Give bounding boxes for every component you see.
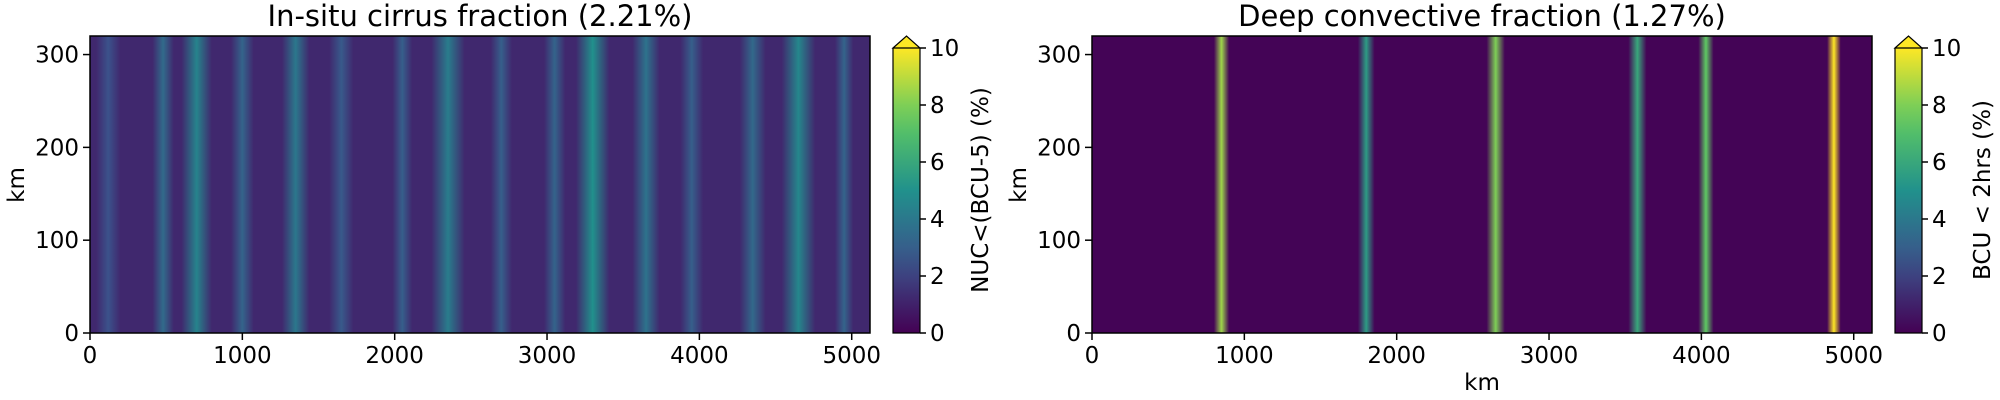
heatmap-band [543,36,566,333]
heatmap-band [1628,36,1647,333]
colorbar-tick-label: 2 [930,264,945,290]
x-tick-label: 1000 [213,343,272,369]
heatmap-band [1357,36,1375,333]
heatmap-band [575,36,610,333]
x-axis: 0 1000 2000 3000 4000 5000 [83,333,881,369]
plot-frame [1091,35,1873,334]
y-tick-label: 0 [64,321,79,347]
y-tick-label: 0 [1066,321,1081,347]
heatmap-band [1827,36,1841,333]
plot-frame [89,35,871,334]
heatmap-band [632,36,660,333]
x-axis: 0 1000 2000 3000 4000 5000 [1085,333,1883,369]
colorbar-frame [1894,48,1923,334]
heatmap-band [329,36,354,333]
y-tick-label: 200 [1037,135,1081,161]
x-tick-label: 0 [83,343,98,369]
heatmap-band [96,36,121,333]
heatmap-band [1486,36,1505,333]
colorbar-frame [892,48,921,334]
chart-title: In-situ cirrus fraction (2.21%) [268,0,693,33]
x-tick-label: 1000 [1215,343,1274,369]
chart-cirrus: In-situ cirrus fraction (2.21%) 0 1000 200… [4,0,994,369]
x-tick-label: 3000 [518,343,577,369]
heatmap-background [1092,36,1872,333]
colorbar-tick-label: 4 [1932,207,1947,233]
chart-convective: Deep convective fraction (1.27%) 0 1000 20… [1006,0,1996,396]
heatmap-band [392,36,413,333]
chart-title: Deep convective fraction (1.27%) [1238,0,1726,33]
colorbar-extend-arrow [1893,35,1924,49]
x-tick-label: 2000 [365,343,424,369]
colorbar-tick-label: 0 [930,321,945,347]
colorbar-tick-label: 0 [1932,321,1947,347]
heatmap-band [680,36,704,333]
heatmap-plot-area [90,36,870,333]
y-tick-label: 200 [35,135,79,161]
y-axis-label: km [1006,167,1032,203]
colorbar-tick-label: 10 [1932,36,1961,62]
y-axis: 0 100 200 300 [35,43,90,347]
y-tick-label: 100 [1037,228,1081,254]
heatmap-band [152,36,174,333]
y-tick-label: 300 [1037,43,1081,69]
colorbar-label: NUC<(BCU-5) (%) [968,87,994,293]
y-axis: 0 100 200 300 [1037,43,1092,347]
x-tick-label: 4000 [670,343,729,369]
heatmap-band [181,36,212,333]
colorbar-tick-label: 4 [930,207,945,233]
colorbar-tick-label: 8 [1932,93,1947,119]
colorbar: 0 2 4 6 8 10 [891,35,959,347]
heatmap-band [1213,36,1230,333]
colorbar-tick-label: 8 [930,93,945,119]
x-tick-label: 5000 [1824,343,1883,369]
heatmap-band [281,36,310,333]
x-tick-label: 4000 [1672,343,1731,369]
heatmap-band [431,36,465,333]
y-axis-label: km [4,167,30,203]
x-tick-label: 3000 [1520,343,1579,369]
colorbar-label: BCU < 2hrs (%) [1970,100,1996,280]
y-tick-label: 300 [35,43,79,69]
heatmap-band [1698,36,1714,333]
heatmap-band [739,36,766,333]
colorbar-tick-label: 2 [1932,264,1947,290]
heatmap-band [230,36,254,333]
colorbar-gradient [893,48,920,333]
colorbar-tick-label: 6 [1932,150,1947,176]
heatmap-band [834,36,854,333]
colorbar-extend-arrow [891,35,922,49]
x-axis-label: km [1464,370,1500,396]
colorbar: 0 2 4 6 8 10 [1893,35,1961,347]
heatmap-plot-area [1092,36,1872,333]
y-tick-label: 100 [35,228,79,254]
heatmap-band [781,36,816,333]
x-tick-label: 0 [1085,343,1100,369]
x-tick-label: 2000 [1367,343,1426,369]
colorbar-gradient [1895,48,1922,333]
heatmap-band [490,36,512,333]
colorbar-tick-label: 6 [930,150,945,176]
x-tick-label: 5000 [822,343,881,369]
colorbar-tick-label: 10 [930,36,959,62]
